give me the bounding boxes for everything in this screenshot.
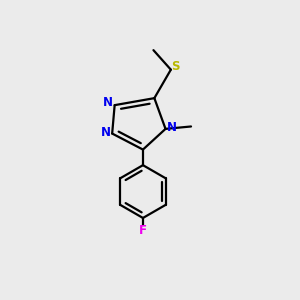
Text: N: N	[167, 121, 176, 134]
Text: F: F	[139, 224, 147, 237]
Text: N: N	[103, 96, 113, 109]
Text: N: N	[100, 125, 111, 139]
Text: S: S	[171, 60, 180, 73]
